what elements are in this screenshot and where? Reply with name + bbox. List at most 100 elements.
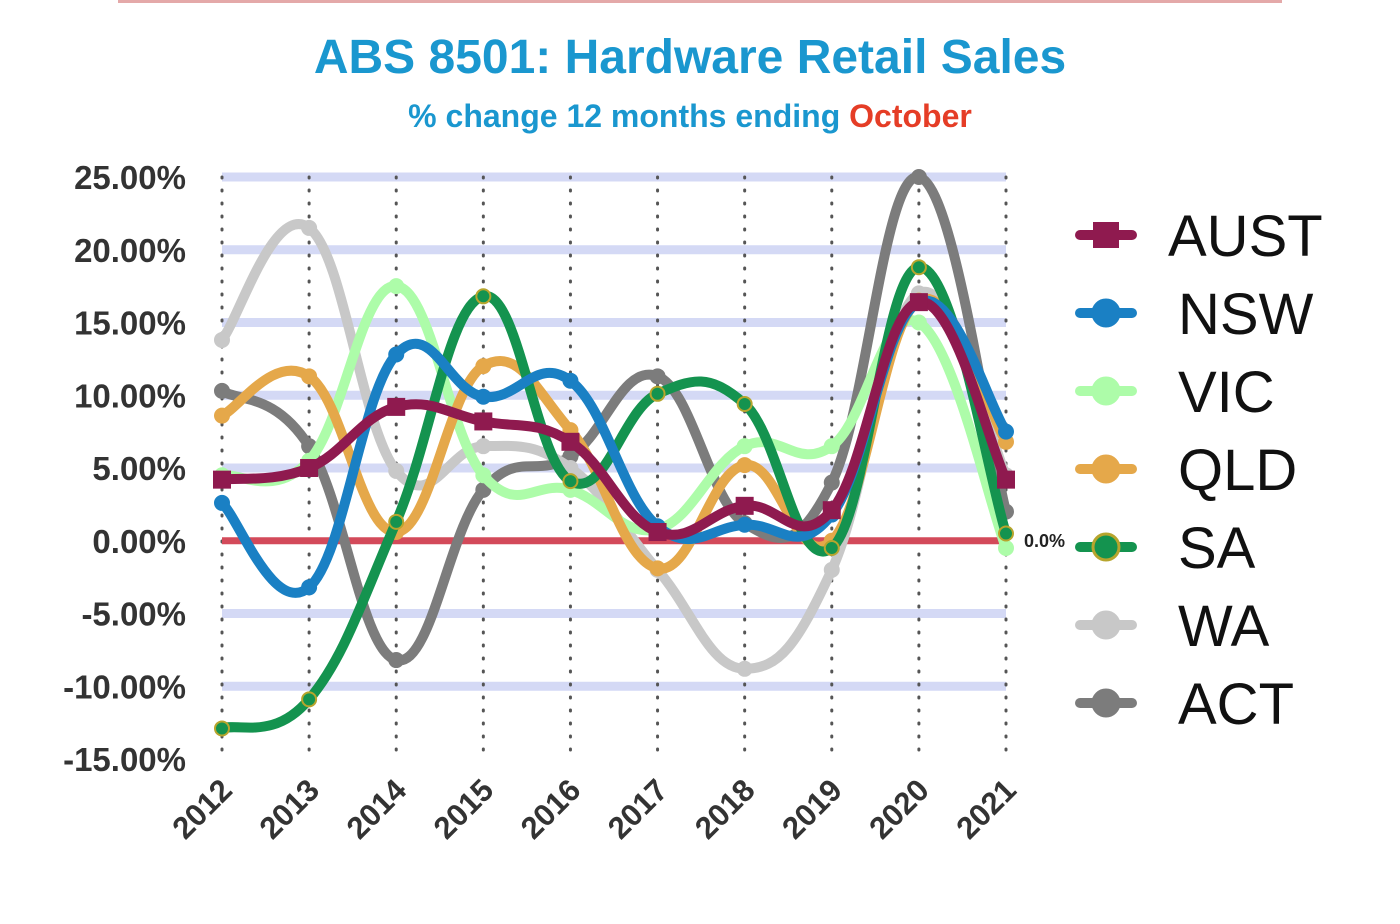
data-point-act [214,382,230,399]
data-point-sa [998,525,1014,542]
data-point-act [649,368,666,385]
data-point-wa [736,660,753,677]
data-point-vic [736,438,753,455]
legend-marker-aust [1093,222,1119,248]
y-tick-label: -15.00% [63,741,186,778]
legend-marker-sa [1091,532,1121,562]
data-point-nsw [214,494,230,511]
legend-item-sa: SA [1075,516,1256,581]
y-tick-label: 5.00% [92,450,186,487]
series-aust [213,293,1015,542]
legend-marker-wa [1091,610,1121,640]
subtitle-highlight: October [849,98,972,134]
data-point-sa [910,259,927,276]
data-point-aust [822,501,841,520]
zero-annotation: 0.0% [1024,531,1065,551]
x-tick-label: 2019 [775,772,849,846]
data-point-nsw [736,516,753,533]
data-point-vic [998,540,1014,557]
y-tick-label: 10.00% [74,377,186,414]
subtitle-text: % change 12 months ending [408,98,841,134]
data-point-aust [387,397,406,416]
data-point-qld [649,560,666,577]
data-point-sa [301,691,318,708]
data-point-sa [214,720,230,737]
legend-item-vic: VIC [1075,360,1275,425]
y-tick-label: 0.00% [92,523,186,560]
y-tick-label: -5.00% [81,596,186,633]
x-tick-label: 2014 [340,772,414,846]
legend-label-wa: WA [1178,594,1270,659]
data-point-aust [648,523,667,542]
data-point-aust [909,293,928,312]
x-tick-label: 2017 [601,772,675,846]
x-tick-label: 2016 [514,772,588,846]
data-point-vic [823,438,840,455]
legend-label-vic: VIC [1178,360,1275,425]
data-point-aust [474,412,493,431]
data-point-qld [301,368,318,385]
x-tick-label: 2013 [253,772,327,846]
data-point-wa [823,561,840,578]
y-tick-label: -10.00% [63,668,186,705]
data-point-qld [736,457,753,474]
data-point-wa [214,331,230,348]
data-point-aust [300,459,319,477]
series-line-act [217,172,1011,666]
series-layer [213,169,1015,737]
x-tick-label: 2021 [949,772,1023,846]
x-tick-label: 2012 [165,772,239,846]
top-rule [118,0,1282,3]
legend-item-nsw: NSW [1075,282,1314,347]
y-axis-ticks: 25.00% 20.00% 15.00% 10.00% 5.00% 0.00% -5.00%… [63,159,186,778]
x-tick-label: 2015 [427,772,501,846]
data-point-aust [561,432,580,451]
data-point-vic [475,467,492,484]
legend-marker-nsw [1091,298,1121,328]
data-point-wa [388,462,405,479]
legend-label-qld: QLD [1178,438,1297,503]
y-tick-label: 25.00% [74,159,186,196]
data-point-qld [214,407,230,424]
data-point-act [823,474,840,491]
data-point-aust [997,470,1015,489]
data-point-nsw [388,346,405,363]
data-point-sa [388,513,405,530]
data-point-sa [736,395,753,412]
data-point-sa [649,385,666,402]
legend-marker-vic [1091,376,1121,406]
data-point-wa [301,219,318,236]
legend-label-sa: SA [1178,516,1256,581]
chart-subtitle: % change 12 months ending October [0,98,1380,135]
legend-item-aust: AUST [1075,204,1323,269]
data-point-nsw [998,423,1014,440]
data-point-wa [475,438,492,455]
data-point-nsw [562,372,579,389]
x-axis-ticks: 2012 2013 2014 2015 2016 2017 2018 2019 2020 2021 [165,772,1023,846]
legend-label-act: ACT [1178,672,1294,737]
data-point-vic [910,314,927,331]
y-tick-label: 15.00% [74,305,186,342]
data-point-aust [213,470,231,489]
data-point-sa [562,473,579,490]
data-point-sa [475,288,492,305]
legend-marker-qld [1091,454,1121,484]
legend-item-qld: QLD [1075,438,1297,503]
legend: AUST NSW VIC QLD SA WA ACT [1075,204,1323,737]
legend-marker-act [1091,688,1121,718]
y-tick-label: 20.00% [74,232,186,269]
legend-label-aust: AUST [1168,204,1323,269]
data-point-sa [823,540,840,557]
x-tick-label: 2018 [688,772,762,846]
data-point-vic [388,278,405,295]
legend-item-act: ACT [1075,672,1294,737]
legend-label-nsw: NSW [1178,282,1314,347]
data-point-aust [735,496,754,515]
data-point-act [910,169,927,185]
series-sa [214,259,1014,737]
data-point-nsw [475,388,492,405]
legend-item-wa: WA [1075,594,1270,659]
chart-title: ABS 8501: Hardware Retail Sales [313,31,1067,84]
data-point-nsw [301,579,318,596]
